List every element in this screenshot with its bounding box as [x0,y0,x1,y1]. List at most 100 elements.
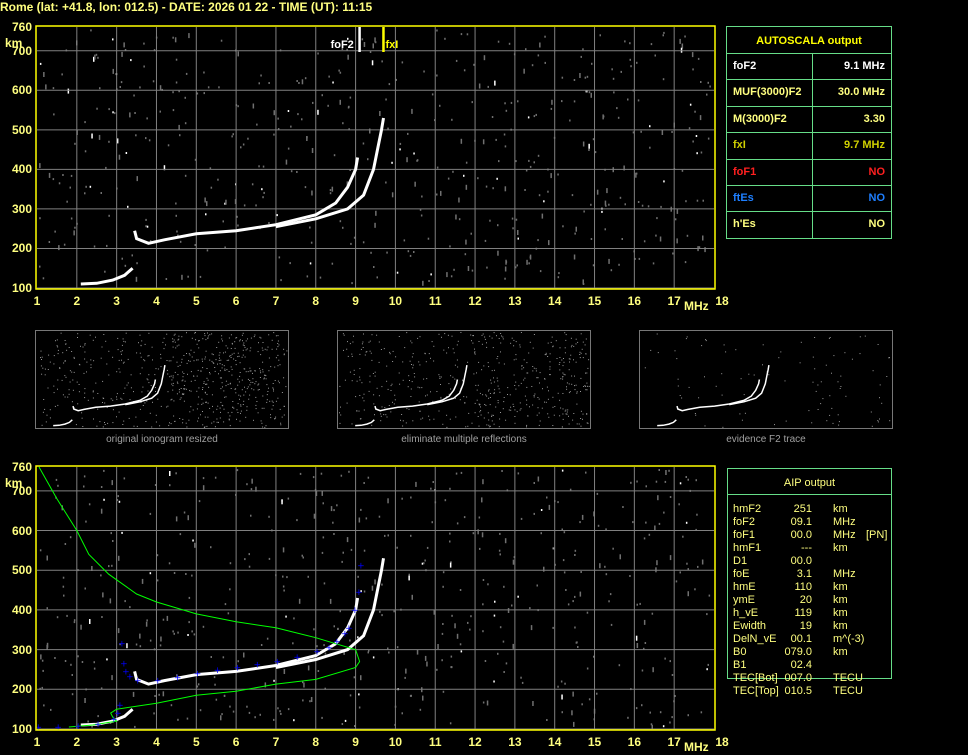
thumbnail-noise [148,355,150,357]
thumbnail-noise [127,382,129,384]
thumbnail-noise [102,380,104,382]
thumbnail-noise [542,388,543,390]
thumbnail-noise [566,388,568,390]
noise-dot [528,262,530,265]
noise-dot [268,82,270,84]
noise-dot [479,547,481,550]
thumbnail-noise [355,396,357,398]
thumbnail-noise [721,373,723,375]
thumbnail-noise [235,388,237,390]
thumbnail-noise [144,360,146,362]
thumbnail-noise [170,360,172,362]
thumbnail-noise [364,354,366,356]
noise-dot [431,521,433,524]
thumbnail-noise [181,336,183,338]
noise-dot [91,566,93,571]
noise-dot [676,238,678,244]
thumbnail-noise [476,372,477,374]
thumbnail-noise [577,341,579,343]
thumbnail-evidence-f2 [639,330,893,429]
noise-dot [97,56,99,59]
noise-dot [502,640,505,643]
noise-dot [407,132,409,135]
thumbnail-noise [272,405,274,407]
thumbnail-noise [464,402,466,404]
noise-dot [463,516,466,519]
noise-dot [478,516,481,519]
noise-dot [99,87,101,90]
noise-dot [327,104,329,107]
thumbnail-noise [549,353,551,355]
noise-dot [243,652,245,658]
aip-point: + [357,561,365,571]
noise-dot [41,686,43,689]
thumbnail-noise [146,400,148,402]
thumbnail-noise [271,408,273,410]
noise-dot [478,83,481,89]
noise-dot [39,62,42,65]
thumbnail-noise [259,368,261,370]
thumbnail-noise [274,418,276,420]
thumbnail-noise [45,421,47,423]
noise-dot [321,551,324,554]
noise-dot [552,626,554,629]
noise-dot [590,203,592,206]
noise-dot [184,96,186,99]
noise-dot [682,535,684,538]
noise-dot [259,713,261,716]
thumbnail-noise [277,340,279,342]
noise-dot [172,630,174,633]
thumbnail-noise [277,343,279,344]
noise-dot [654,54,656,57]
noise-dot [210,546,212,549]
noise-dot [296,80,298,82]
thumbnail-noise [127,358,129,360]
thumbnail-noise [140,356,142,358]
thumbnail-noise [826,420,828,422]
thumbnail-noise [346,348,348,350]
thumbnail-noise [237,412,239,413]
thumbnail-noise [490,382,492,384]
noise-dot [399,142,402,145]
thumbnail-noise [253,419,254,421]
noise-dot [596,492,599,495]
thumbnail-noise [173,334,175,336]
thumbnail-noise [160,353,162,355]
thumbnail-noise [206,393,208,395]
noise-dot [173,572,176,574]
noise-dot [571,710,573,716]
thumbnail-noise [546,386,548,388]
thumbnail-noise [735,349,737,351]
thumbnail-noise [83,372,85,374]
noise-dot [561,469,564,472]
noise-dot [669,496,672,498]
noise-dot [385,98,387,101]
aip-point: + [74,722,82,732]
thumbnail-noise [740,378,742,380]
thumbnail-noise [547,398,549,400]
aip-unit: TECU [833,685,863,697]
noise-dot [687,478,689,481]
thumbnail-noise [212,411,214,413]
thumbnail-noise [544,354,546,356]
noise-dot [579,521,581,524]
thumbnail-noise [568,423,570,425]
thumbnail-noise [521,368,523,370]
noise-dot [489,219,491,222]
thumbnail-noise [182,379,184,381]
noise-dot [708,594,711,597]
thumbnail-noise [186,362,188,364]
thumbnail-noise [177,365,179,367]
thumbnail-noise [206,377,208,379]
noise-dot [57,484,59,487]
noise-dot [124,49,127,51]
thumbnail-noise [277,346,279,348]
noise-dot [536,584,538,587]
noise-dot [407,250,410,253]
thumbnail-noise [570,346,572,348]
noise-dot [449,722,452,725]
noise-dot [95,53,98,56]
thumbnail-noise [359,376,361,378]
thumbnail-noise [514,416,516,417]
noise-dot [537,154,540,157]
